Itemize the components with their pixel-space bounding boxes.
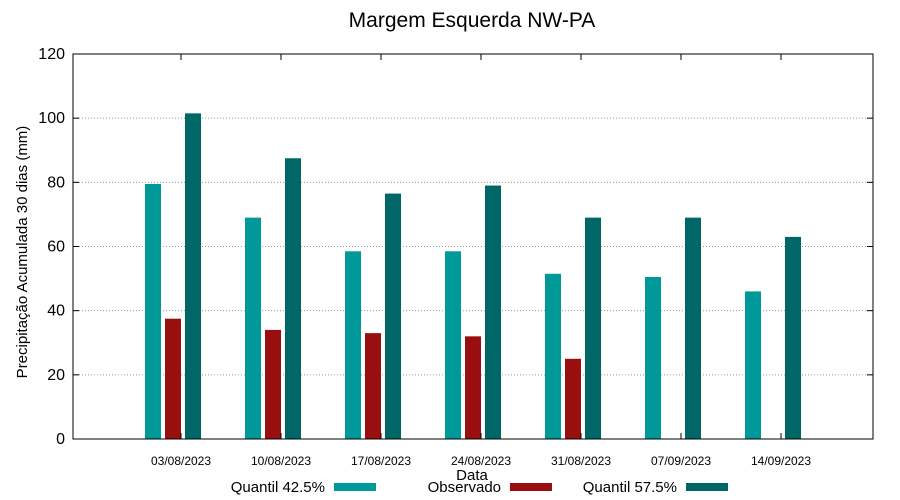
legend-label: Observado [428,479,501,496]
y-tick-label: 20 [47,367,65,384]
legend-label: Quantil 42.5% [231,479,325,496]
bar-observado [565,358,581,439]
bar-quantil-42-5- [145,183,161,439]
x-tick-label: 24/08/2023 [451,454,511,468]
bars [145,113,801,440]
bar-quantil-42-5- [645,276,661,439]
bar-quantil-42-5- [545,273,561,439]
legend-swatch [334,483,376,491]
legend: Quantil 42.5% Observado Quantil 57.5% [231,479,728,496]
bar-quantil-42-5- [345,251,361,439]
bar-quantil-57-5- [385,193,401,439]
x-axis-ticks: 03/08/2023 10/08/2023 17/08/2023 24/08/2023… [151,54,811,468]
y-tick-label: 120 [38,46,65,63]
x-tick-label: 07/09/2023 [651,454,711,468]
chart-title: Margem Esquerda NW-PA [349,9,596,32]
bar-quantil-42-5- [745,291,761,439]
y-tick-label: 60 [47,239,65,256]
bar-quantil-42-5- [245,217,261,439]
x-tick-label: 17/08/2023 [351,454,411,468]
bar-observado [265,329,281,439]
y-axis-ticks: 0 20 40 60 80 100 120 [38,46,873,448]
legend-swatch [686,483,728,491]
bar-quantil-57-5- [485,185,501,439]
legend-swatch [510,483,552,491]
x-tick-label: 14/09/2023 [751,454,811,468]
x-tick-label: 31/08/2023 [551,454,611,468]
x-axis-label: Data [456,467,488,484]
bar-observado [465,336,481,439]
bar-quantil-57-5- [285,158,301,440]
bar-quantil-57-5- [585,217,601,439]
bar-quantil-57-5- [685,217,701,439]
x-tick-label: 10/08/2023 [251,454,311,468]
y-tick-label: 80 [47,174,65,191]
bar-observado [365,333,381,439]
bar-quantil-57-5- [185,113,201,440]
y-tick-label: 40 [47,303,65,320]
y-tick-label: 0 [56,431,65,448]
y-tick-label: 100 [38,110,65,127]
bar-quantil-57-5- [785,236,801,439]
bar-quantil-42-5- [445,251,461,439]
bar-observado [165,318,181,439]
y-axis-label: Precipitação Acumulada 30 dias (mm) [14,126,31,379]
x-tick-label: 03/08/2023 [151,454,211,468]
legend-label: Quantil 57.5% [583,479,677,496]
